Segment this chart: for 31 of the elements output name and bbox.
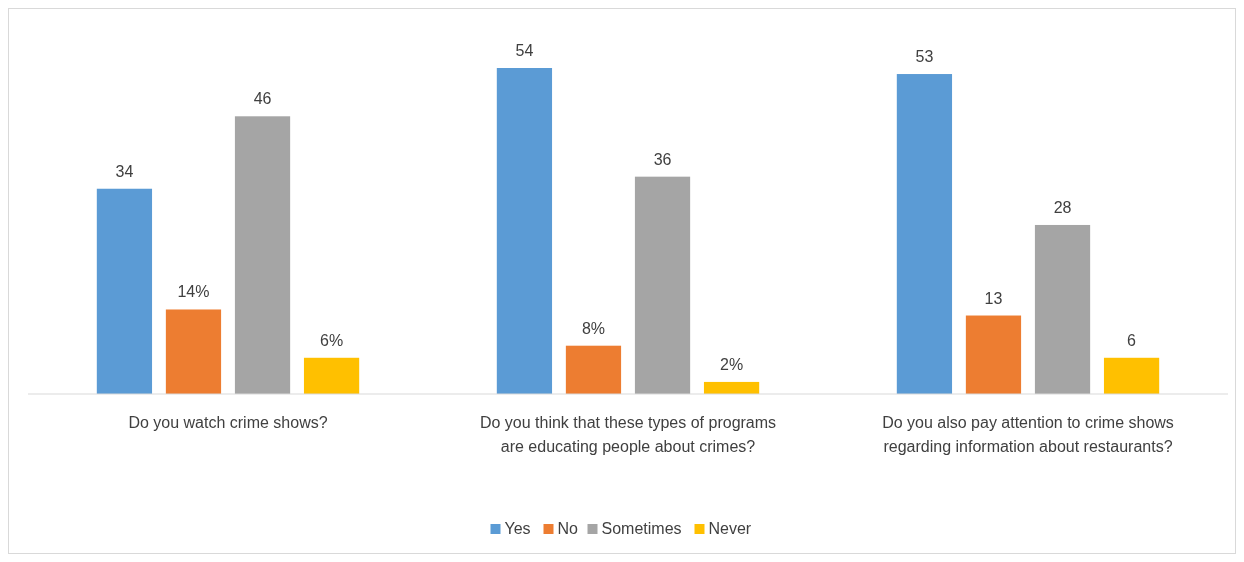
data-label: 54 (515, 42, 534, 59)
data-label: 6% (320, 331, 344, 349)
data-label: 46 (253, 90, 272, 108)
bar (496, 68, 553, 394)
data-label: 28 (1053, 198, 1072, 216)
data-label: 8% (581, 319, 606, 337)
data-label: 36 (653, 150, 672, 168)
legend-label: Yes (504, 520, 531, 537)
data-label: 34 (115, 162, 134, 180)
x-tick-label: Do you watch crime shows? (128, 414, 328, 431)
bar (96, 188, 153, 394)
data-label: 53 (915, 48, 934, 66)
x-tick-label: Do you think that these types of programs are educating people about crimes? (479, 414, 777, 455)
legend-label: Never (708, 520, 752, 537)
x-tick-label: Do you also pay attention to crime shows regarding information about restaurants? (882, 414, 1174, 455)
bar (565, 345, 622, 394)
bar (165, 309, 222, 394)
data-label: 2% (720, 355, 744, 373)
data-label: 14% (177, 283, 210, 301)
bar (1103, 357, 1160, 394)
legend-label: Sometimes (601, 520, 682, 537)
bar (1034, 224, 1091, 394)
data-label: 6 (1127, 331, 1137, 349)
bar (965, 315, 1022, 394)
bar (303, 357, 360, 394)
bar (896, 74, 953, 394)
bar (234, 116, 291, 394)
bar (634, 176, 691, 394)
legend-label: No (557, 520, 579, 537)
bar (703, 381, 760, 394)
data-label: 13 (984, 289, 1003, 307)
